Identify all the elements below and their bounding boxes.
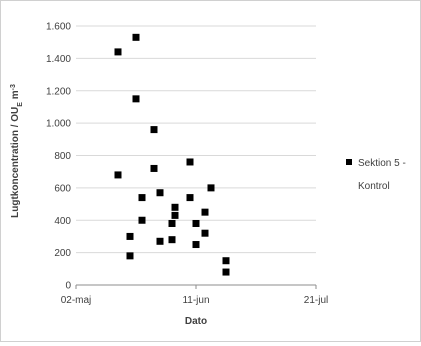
gridlines <box>76 25 316 254</box>
y-axis-label-main: Lugtkoncentration / OU <box>10 107 21 218</box>
data-point <box>126 232 134 240</box>
data-point <box>114 48 122 56</box>
legend-marker <box>346 159 352 165</box>
y-tick-label: 1.000 <box>46 119 71 130</box>
data-point <box>150 126 158 134</box>
data-point <box>192 241 200 249</box>
axes <box>75 284 317 289</box>
data-point <box>201 208 209 216</box>
scatter-chart: 0 200 400 600 800 1.000 1.200 1.400 1.600 02-maj… <box>10 22 406 328</box>
data-point <box>132 95 140 103</box>
data-point <box>222 257 230 265</box>
data-point <box>222 268 230 276</box>
data-points <box>114 33 230 276</box>
y-tick-label: 1.400 <box>46 54 71 65</box>
y-tick-label: 400 <box>54 216 71 227</box>
data-point <box>138 216 146 224</box>
legend-label-line1: Sektion 5 - <box>358 158 406 169</box>
legend-label-line2: Kontrol <box>358 181 390 192</box>
data-point <box>201 229 209 237</box>
data-point <box>186 194 194 202</box>
data-point <box>114 171 122 179</box>
data-point <box>186 158 194 166</box>
data-point <box>168 219 176 227</box>
y-tick-label: 200 <box>54 248 71 259</box>
y-tick-label: 800 <box>54 151 71 162</box>
data-point <box>156 237 164 245</box>
y-tick-label: 1.600 <box>46 22 71 33</box>
data-point <box>156 189 164 197</box>
x-tick-labels: 02-maj 11-jun 21-jul <box>61 295 329 306</box>
data-point <box>171 203 179 211</box>
data-point <box>126 252 134 260</box>
y-axis-label-unit: m <box>10 90 21 102</box>
x-tick-label: 11-jun <box>182 295 209 306</box>
data-point <box>207 184 215 192</box>
legend: Sektion 5 - Kontrol <box>346 158 406 192</box>
x-axis-label: Dato <box>185 316 207 327</box>
data-point <box>132 33 140 41</box>
y-tick-label: 0 <box>65 281 71 292</box>
x-tick-label: 21-jul <box>304 295 328 306</box>
y-tick-label: 600 <box>54 183 71 194</box>
data-point <box>168 236 176 244</box>
y-tick-labels: 0 200 400 600 800 1.000 1.200 1.400 1.600 <box>46 22 71 292</box>
data-point <box>192 219 200 227</box>
y-tick-label: 1.200 <box>46 86 71 97</box>
data-point <box>150 164 158 172</box>
y-axis-label: Lugtkoncentration / OUE m-3 <box>10 84 24 218</box>
y-axis-label-subscript: E <box>17 102 24 107</box>
data-point <box>138 194 146 202</box>
x-tick-label: 02-maj <box>61 295 92 306</box>
y-axis-label-superscript: -3 <box>10 84 17 90</box>
data-point <box>171 211 179 219</box>
